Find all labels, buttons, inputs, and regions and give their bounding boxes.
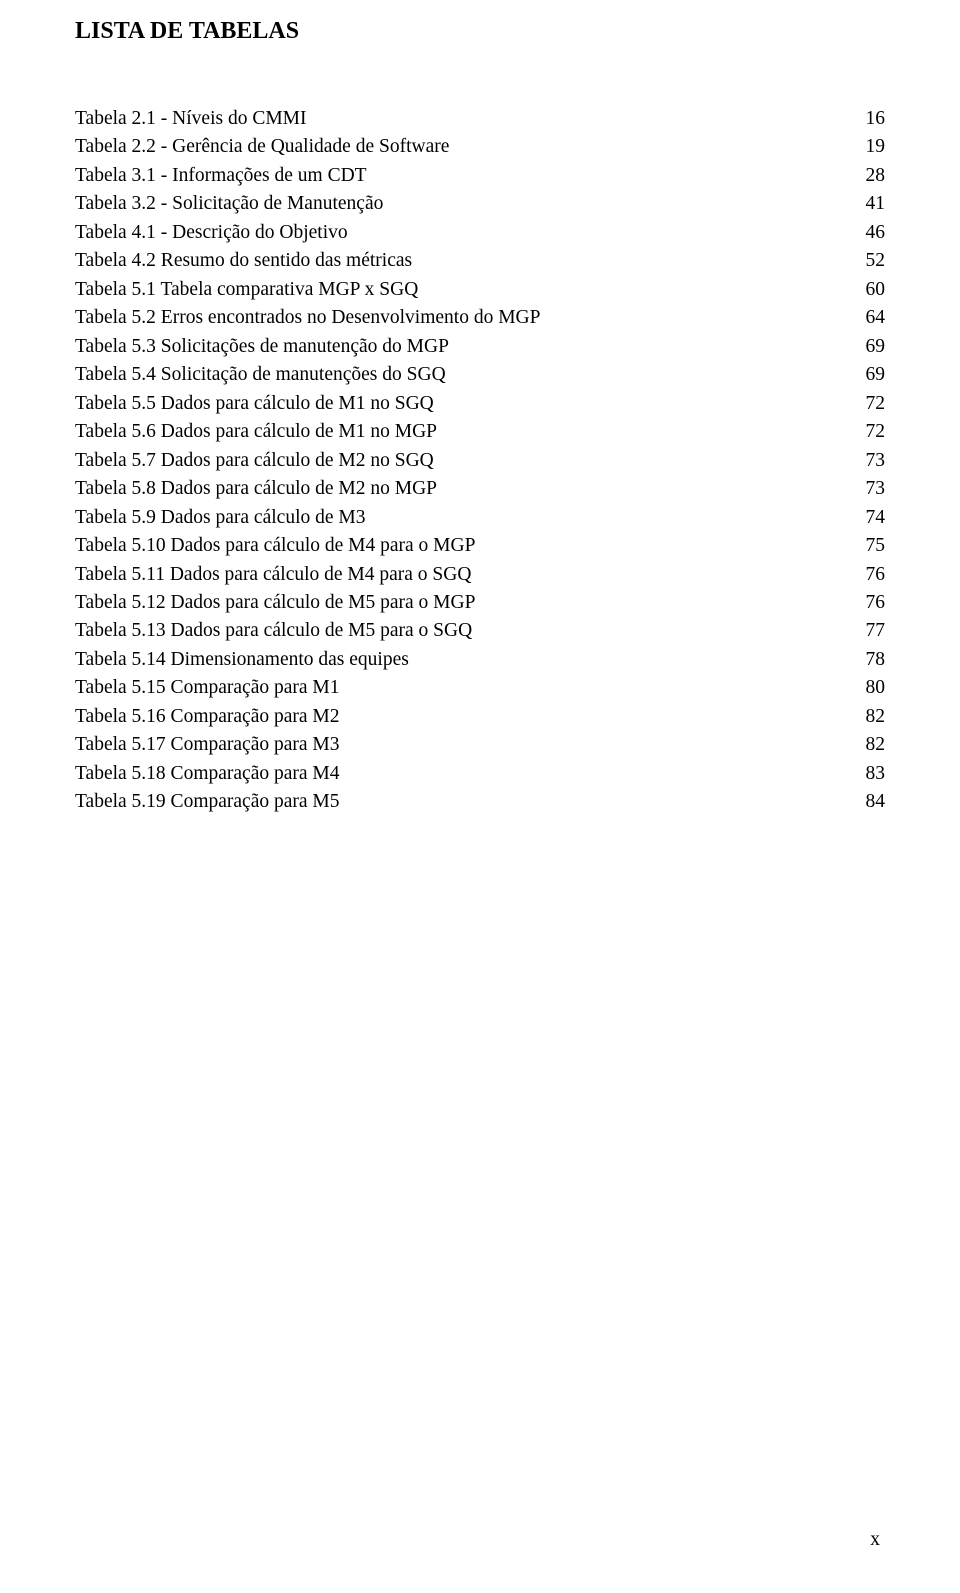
toc-entry-title: Tabela 5.8 Dados para cálculo de M2 no M…: [75, 475, 437, 503]
toc-entry: Tabela 5.12 Dados para cálculo de M5 par…: [75, 589, 885, 617]
toc-entry-title: Tabela 4.1 - Descrição do Objetivo: [75, 219, 348, 247]
toc-entry: Tabela 5.3 Solicitações de manutenção do…: [75, 333, 885, 361]
toc-entry-title: Tabela 3.1 - Informações de um CDT: [75, 162, 367, 190]
toc-entry: Tabela 3.2 - Solicitação de Manutenção 4…: [75, 190, 885, 218]
toc-entry-title: Tabela 5.12 Dados para cálculo de M5 par…: [75, 589, 475, 617]
toc-entry-title: Tabela 5.3 Solicitações de manutenção do…: [75, 333, 449, 361]
toc-entry: Tabela 5.9 Dados para cálculo de M3 74: [75, 504, 885, 532]
toc-entry: Tabela 5.15 Comparação para M1 80: [75, 674, 885, 702]
toc-entry: Tabela 5.17 Comparação para M3 82: [75, 731, 885, 759]
toc-entry-page: 28: [866, 162, 886, 190]
toc-entry-page: 64: [866, 304, 886, 332]
toc-entry: Tabela 5.13 Dados para cálculo de M5 par…: [75, 617, 885, 645]
toc-entry: Tabela 5.18 Comparação para M4 83: [75, 760, 885, 788]
toc-entry-page: 80: [866, 674, 886, 702]
page-heading: LISTA DE TABELAS: [75, 18, 885, 45]
toc-entry-page: 76: [866, 589, 886, 617]
toc-entry-page: 78: [866, 646, 886, 674]
toc-entry-title: Tabela 5.16 Comparação para M2: [75, 703, 340, 731]
toc-entry: Tabela 2.2 - Gerência de Qualidade de So…: [75, 133, 885, 161]
toc-entry-page: 52: [866, 247, 886, 275]
toc-entry-title: Tabela 2.1 - Níveis do CMMI: [75, 105, 307, 133]
toc-entry-title: Tabela 5.15 Comparação para M1: [75, 674, 340, 702]
toc-entry-title: Tabela 4.2 Resumo do sentido das métrica…: [75, 247, 412, 275]
toc-entry-page: 74: [866, 504, 886, 532]
toc-entry-page: 72: [866, 390, 886, 418]
toc-entry: Tabela 4.2 Resumo do sentido das métrica…: [75, 247, 885, 275]
toc-entry-title: Tabela 5.11 Dados para cálculo de M4 par…: [75, 561, 471, 589]
toc-entry-page: 73: [866, 447, 886, 475]
toc-entry: Tabela 5.16 Comparação para M2 82: [75, 703, 885, 731]
toc-entry: Tabela 4.1 - Descrição do Objetivo 46: [75, 219, 885, 247]
toc-entry-page: 82: [866, 703, 886, 731]
toc-entry-title: Tabela 5.4 Solicitação de manutenções do…: [75, 361, 446, 389]
toc-entry: Tabela 3.1 - Informações de um CDT 28: [75, 162, 885, 190]
page-number: x: [870, 1529, 880, 1551]
toc-entry-page: 19: [866, 133, 886, 161]
toc-entry-title: Tabela 5.5 Dados para cálculo de M1 no S…: [75, 390, 434, 418]
toc-entry-title: Tabela 5.14 Dimensionamento das equipes: [75, 646, 409, 674]
toc-entry-page: 84: [866, 788, 886, 816]
toc-entry-page: 76: [866, 561, 886, 589]
toc-entry: Tabela 5.1 Tabela comparativa MGP x SGQ …: [75, 276, 885, 304]
toc-entry: Tabela 5.7 Dados para cálculo de M2 no S…: [75, 447, 885, 475]
toc-entry-page: 83: [866, 760, 886, 788]
toc-entry-title: Tabela 5.10 Dados para cálculo de M4 par…: [75, 532, 475, 560]
toc-entry: Tabela 5.2 Erros encontrados no Desenvol…: [75, 304, 885, 332]
toc-entry-title: Tabela 3.2 - Solicitação de Manutenção: [75, 190, 383, 218]
toc-entry-page: 41: [866, 190, 886, 218]
toc-entry-page: 60: [866, 276, 886, 304]
toc-entry: Tabela 5.6 Dados para cálculo de M1 no M…: [75, 418, 885, 446]
toc-entry-title: Tabela 5.1 Tabela comparativa MGP x SGQ: [75, 276, 418, 304]
toc-entry: Tabela 2.1 - Níveis do CMMI 16: [75, 105, 885, 133]
toc-entry: Tabela 5.19 Comparação para M5 84: [75, 788, 885, 816]
toc-entry: Tabela 5.11 Dados para cálculo de M4 par…: [75, 561, 885, 589]
toc-entry-title: Tabela 5.9 Dados para cálculo de M3: [75, 504, 365, 532]
toc-entry-title: Tabela 5.13 Dados para cálculo de M5 par…: [75, 617, 472, 645]
toc-entry-title: Tabela 5.17 Comparação para M3: [75, 731, 340, 759]
toc-entry-page: 46: [866, 219, 886, 247]
toc-list: Tabela 2.1 - Níveis do CMMI 16Tabela 2.2…: [75, 105, 885, 817]
toc-entry-page: 75: [866, 532, 886, 560]
toc-entry: Tabela 5.14 Dimensionamento das equipes …: [75, 646, 885, 674]
toc-entry-page: 69: [866, 333, 886, 361]
toc-entry: Tabela 5.8 Dados para cálculo de M2 no M…: [75, 475, 885, 503]
toc-entry-title: Tabela 5.6 Dados para cálculo de M1 no M…: [75, 418, 437, 446]
toc-entry-title: Tabela 5.7 Dados para cálculo de M2 no S…: [75, 447, 434, 475]
toc-entry-title: Tabela 5.19 Comparação para M5: [75, 788, 340, 816]
toc-entry-title: Tabela 5.2 Erros encontrados no Desenvol…: [75, 304, 540, 332]
toc-entry: Tabela 5.10 Dados para cálculo de M4 par…: [75, 532, 885, 560]
toc-entry-page: 72: [866, 418, 886, 446]
toc-entry-title: Tabela 5.18 Comparação para M4: [75, 760, 340, 788]
toc-entry-page: 77: [866, 617, 886, 645]
toc-entry-page: 73: [866, 475, 886, 503]
toc-entry-title: Tabela 2.2 - Gerência de Qualidade de So…: [75, 133, 449, 161]
toc-entry: Tabela 5.4 Solicitação de manutenções do…: [75, 361, 885, 389]
toc-entry-page: 69: [866, 361, 886, 389]
toc-entry-page: 82: [866, 731, 886, 759]
toc-entry-page: 16: [866, 105, 886, 133]
toc-entry: Tabela 5.5 Dados para cálculo de M1 no S…: [75, 390, 885, 418]
